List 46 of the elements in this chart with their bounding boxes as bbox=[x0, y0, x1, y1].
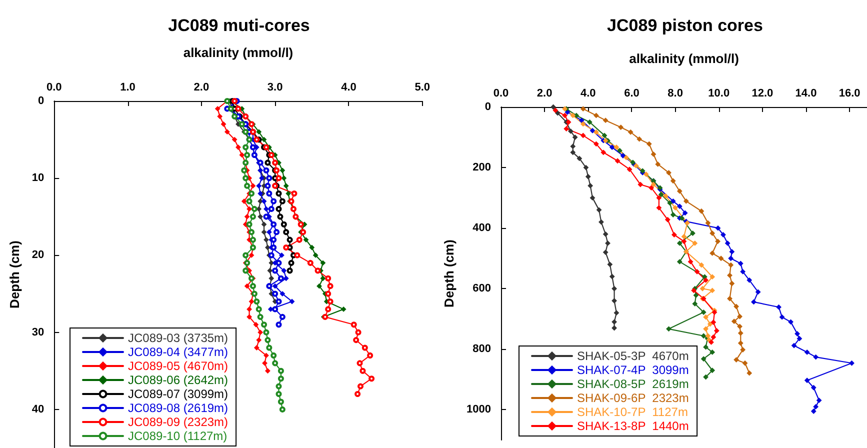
y-tick-label: 600 bbox=[472, 282, 491, 295]
chart-title: JC089 piston cores bbox=[607, 16, 763, 35]
legend-label: SHAK-05-3P 4670m bbox=[577, 349, 689, 363]
legend-label: JC089-06 (2642m) bbox=[128, 373, 228, 387]
x-tick-label: 14.0 bbox=[795, 88, 817, 100]
y-tick-label: 200 bbox=[472, 162, 491, 174]
x-tick-label: 10.0 bbox=[708, 88, 730, 100]
x-tick-label: 16.0 bbox=[838, 88, 860, 100]
legend-label: SHAK-08-5P 2619m bbox=[577, 377, 689, 391]
y-tick-label: 800 bbox=[472, 343, 491, 356]
legend-label: JC089-09 (2323m) bbox=[128, 415, 228, 429]
x-tick-label: 4.0 bbox=[580, 88, 596, 100]
y-tick-label: 30 bbox=[32, 326, 44, 338]
x-tick-label: 5.0 bbox=[414, 82, 430, 94]
x-tick-label: 8.0 bbox=[668, 88, 683, 100]
y-tick-label: 0 bbox=[38, 95, 44, 107]
y-tick-label: 0 bbox=[484, 101, 491, 113]
x-tick-label: 0.0 bbox=[493, 88, 509, 100]
legend-label: JC089-03 (3735m) bbox=[128, 331, 228, 345]
y-axis-title: Depth (cm) bbox=[442, 240, 457, 308]
x-tick-label: 4.0 bbox=[341, 82, 356, 94]
legend-label: JC089-05 (4670m) bbox=[128, 359, 228, 373]
x-axis-title: alkalinity (mmol/l) bbox=[183, 45, 294, 60]
x-tick-label: 0.0 bbox=[46, 82, 62, 94]
x-tick-label: 12.0 bbox=[752, 88, 774, 100]
y-tick-label: 10 bbox=[32, 172, 44, 184]
y-axis-title: Depth (cm) bbox=[7, 240, 22, 308]
legend-label: JC089-08 (2619m) bbox=[128, 401, 228, 415]
x-tick-label: 2.0 bbox=[194, 82, 210, 94]
y-tick-label: 1000 bbox=[466, 404, 491, 416]
x-axis-title: alkalinity (mmol/l) bbox=[629, 51, 739, 66]
x-tick-label: 1.0 bbox=[120, 82, 136, 94]
legend-label: SHAK-10-7P 1127m bbox=[577, 405, 688, 419]
legend-label: JC089-07 (3099m) bbox=[128, 387, 228, 401]
legend-label: SHAK-09-6P 2323m bbox=[577, 391, 689, 405]
legend-label: SHAK-07-4P 3099m bbox=[577, 363, 689, 377]
legend-label: SHAK-13-8P 1440m bbox=[577, 419, 689, 433]
x-tick-label: 2.0 bbox=[536, 88, 552, 100]
y-tick-label: 400 bbox=[472, 222, 491, 234]
y-tick-label: 40 bbox=[32, 403, 44, 416]
legend-label: JC089-04 (3477m) bbox=[128, 345, 228, 359]
y-tick-label: 20 bbox=[32, 249, 44, 262]
x-tick-label: 6.0 bbox=[624, 88, 640, 100]
x-tick-label: 3.0 bbox=[267, 82, 283, 94]
legend-label: JC089-10 (1127m) bbox=[128, 429, 228, 443]
chart-title: JC089 muti-cores bbox=[168, 16, 310, 35]
